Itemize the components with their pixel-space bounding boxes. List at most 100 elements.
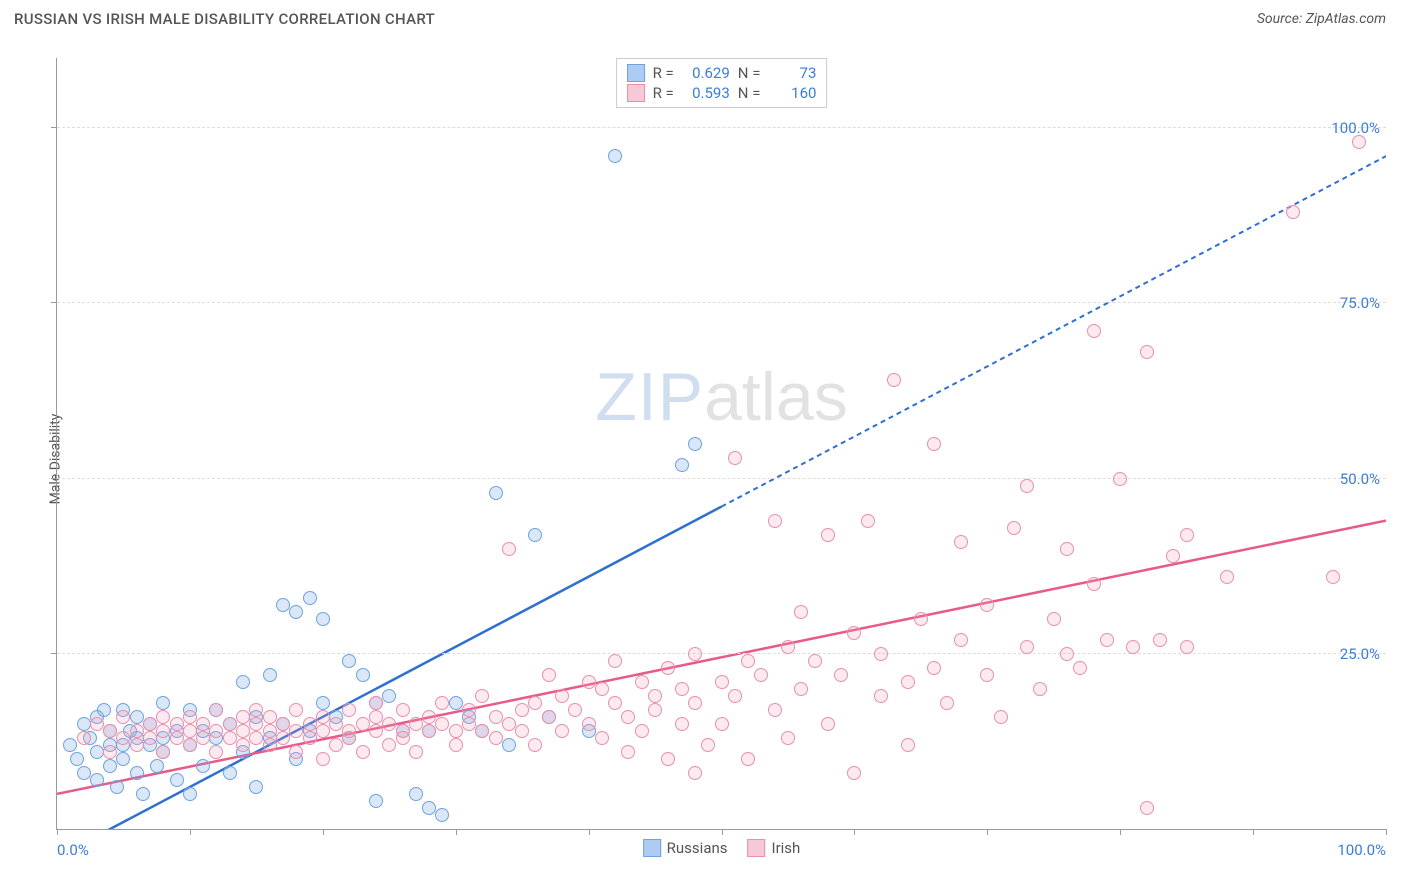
data-point: [489, 486, 503, 500]
data-point: [847, 766, 861, 780]
data-point: [741, 752, 755, 766]
data-point: [289, 605, 303, 619]
data-point: [754, 668, 768, 682]
data-point: [263, 668, 277, 682]
n-label: N =: [738, 64, 761, 82]
data-point: [980, 668, 994, 682]
data-point: [821, 717, 835, 731]
data-point: [1180, 640, 1194, 654]
data-point: [369, 696, 383, 710]
data-point: [489, 710, 503, 724]
data-point: [528, 696, 542, 710]
data-point: [462, 717, 476, 731]
data-point: [834, 668, 848, 682]
data-point: [661, 661, 675, 675]
data-point: [97, 703, 111, 717]
x-tick: [1386, 829, 1387, 835]
x-tick: [722, 829, 723, 835]
data-point: [236, 710, 250, 724]
data-point: [927, 661, 941, 675]
data-point: [821, 528, 835, 542]
x-tick: [1120, 829, 1121, 835]
data-point: [808, 654, 822, 668]
data-point: [409, 745, 423, 759]
swatch-irish-bottom: [748, 839, 766, 857]
x-tick: [589, 829, 590, 835]
data-point: [675, 458, 689, 472]
data-point: [648, 703, 662, 717]
data-point: [263, 710, 277, 724]
data-point: [170, 717, 184, 731]
data-point: [635, 724, 649, 738]
data-point: [462, 703, 476, 717]
data-point: [1007, 521, 1021, 535]
data-point: [568, 703, 582, 717]
y-tick: [51, 653, 57, 654]
data-point: [781, 731, 795, 745]
data-point: [183, 710, 197, 724]
data-point: [582, 675, 596, 689]
data-point: [116, 710, 130, 724]
source-label: Source:: [1257, 11, 1306, 27]
data-point: [170, 731, 184, 745]
data-point: [515, 703, 529, 717]
data-point: [435, 808, 449, 822]
data-point: [183, 738, 197, 752]
data-point: [728, 689, 742, 703]
correlation-legend: R = 0.629 N = 73 R = 0.593 N = 160: [616, 58, 828, 108]
data-point: [1220, 570, 1234, 584]
data-point: [110, 780, 124, 794]
data-point: [316, 612, 330, 626]
data-point: [116, 752, 130, 766]
data-point: [1020, 479, 1034, 493]
data-point: [542, 710, 556, 724]
data-point: [688, 766, 702, 780]
data-point: [156, 696, 170, 710]
x-tick: [323, 829, 324, 835]
x-tick: [987, 829, 988, 835]
data-point: [1286, 205, 1300, 219]
data-point: [874, 647, 888, 661]
data-point: [196, 759, 210, 773]
data-point: [116, 731, 130, 745]
data-point: [502, 717, 516, 731]
data-point: [435, 696, 449, 710]
chart-area: Male Disability ZIPatlas R = 0.629 N = 7…: [14, 40, 1386, 878]
data-point: [276, 717, 290, 731]
y-tick: [51, 302, 57, 303]
x-tick-label: 100.0%: [1337, 841, 1386, 859]
data-point: [342, 703, 356, 717]
data-point: [70, 752, 84, 766]
data-point: [396, 703, 410, 717]
data-point: [449, 696, 463, 710]
data-point: [715, 717, 729, 731]
data-point: [861, 514, 875, 528]
data-point: [449, 724, 463, 738]
n-value-russians: 73: [768, 64, 816, 82]
data-point: [475, 689, 489, 703]
data-point: [648, 689, 662, 703]
data-point: [196, 717, 210, 731]
n-label: N =: [738, 84, 761, 102]
data-point: [1113, 472, 1127, 486]
data-point: [768, 703, 782, 717]
data-point: [356, 717, 370, 731]
gridline: [57, 127, 1386, 128]
x-tick: [190, 829, 191, 835]
data-point: [236, 675, 250, 689]
data-point: [183, 787, 197, 801]
data-point: [1352, 135, 1366, 149]
data-point: [276, 731, 290, 745]
data-point: [316, 752, 330, 766]
data-point: [688, 437, 702, 451]
series-name-irish: Irish: [772, 839, 801, 857]
data-point: [608, 149, 622, 163]
y-tick-label: 100.0%: [1331, 119, 1380, 137]
data-point: [382, 738, 396, 752]
trend-line: [57, 507, 722, 829]
data-point: [502, 542, 516, 556]
data-point: [103, 745, 117, 759]
data-point: [342, 731, 356, 745]
data-point: [382, 689, 396, 703]
data-point: [183, 724, 197, 738]
